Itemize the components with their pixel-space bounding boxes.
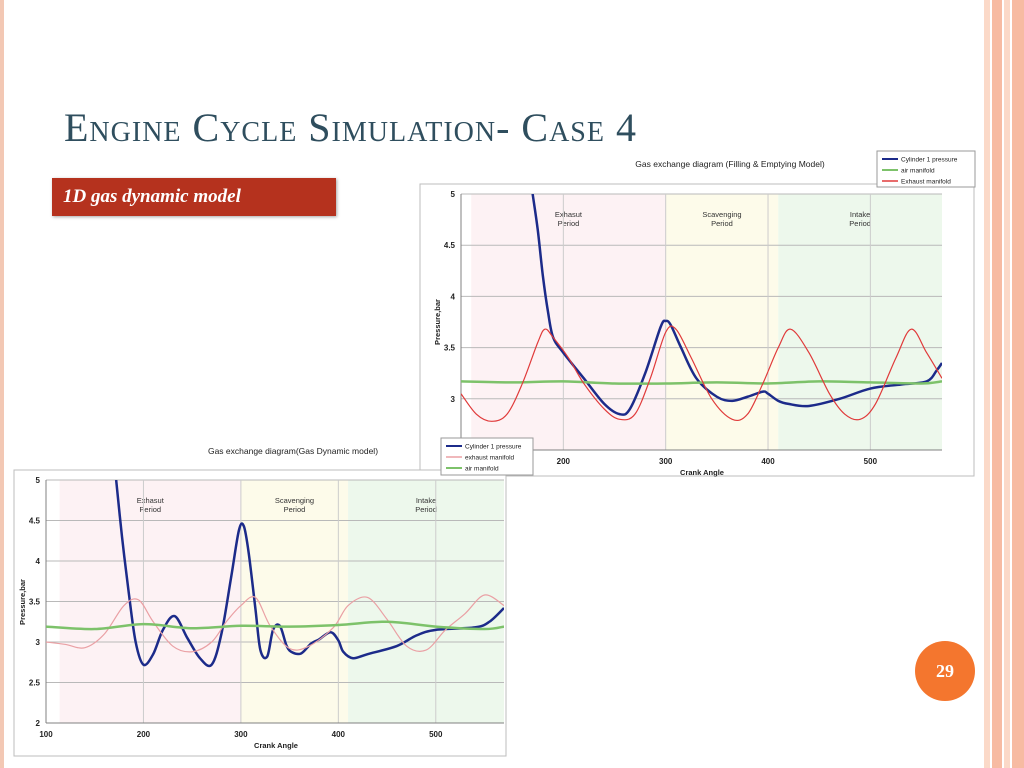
legend-label: air manifold [901,168,935,175]
x-tick-label: 400 [761,457,775,466]
y-axis-label: Pressure,bar [18,579,27,625]
period-label: Scavenging [702,210,741,219]
y-tick-label: 2.5 [29,679,41,688]
chart-title: Gas exchange diagram(Gas Dynamic model) [208,446,378,456]
series-line [46,620,504,631]
x-axis-label: Crank Angle [254,741,298,750]
period-label: Intake [416,496,436,505]
period-label: Period [558,219,580,228]
page-number-badge: 29 [915,641,975,701]
series-group [46,480,504,668]
page-number: 29 [936,661,954,681]
y-tick-label: 4 [36,557,41,566]
y-tick-label: 2 [36,719,41,728]
y-tick-label: 4.5 [444,241,456,250]
legend-label: exhaust manifold [465,455,515,462]
period-label: Period [415,505,437,514]
model-tag: 1D gas dynamic model [52,178,336,216]
series-line [461,380,942,385]
model-tag-label: 1D gas dynamic model [63,186,241,207]
x-tick-label: 200 [557,457,571,466]
x-tick-label: 400 [332,730,346,739]
y-tick-label: 3 [36,638,41,647]
chart-2: ExhasutPeriodScavengingPeriodIntakePerio… [13,437,534,757]
y-tick-label: 3 [451,395,456,404]
period-region [778,194,942,450]
y-tick-label: 4 [451,292,456,301]
period-label: Period [849,219,871,228]
period-label: Period [711,219,733,228]
y-tick-label: 5 [451,190,456,199]
period-region [665,194,779,450]
series-line [114,480,504,668]
series-line [461,325,942,422]
x-tick-label: 500 [864,457,878,466]
right-decorative-stripes [976,0,1024,768]
period-label: Scavenging [275,496,314,505]
legend-label: Cylinder 1 pressure [465,444,522,451]
legend-label: air manifold [465,466,499,473]
x-tick-label: 100 [39,730,53,739]
chart-legend: Cylinder 1 pressure exhaust manifold air m… [440,437,534,476]
period-label: Period [139,505,161,514]
x-tick-label: 300 [234,730,248,739]
x-tick-label: 200 [137,730,151,739]
period-label: Intake [850,210,870,219]
series-line [531,194,942,416]
series-line [46,594,504,653]
y-tick-label: 4.5 [29,517,41,526]
chart-1: ExhasutPeriodScavengingPeriodIntakePerio… [419,150,976,477]
left-border [0,0,4,768]
legend-label: Exhaust manifold [901,179,951,186]
x-tick-label: 300 [659,457,673,466]
period-label: Exhasut [137,496,165,505]
period-label: Period [284,505,306,514]
chart-legend: Cylinder 1 pressure air manifold Exhaust m… [876,150,976,188]
y-tick-label: 3.5 [444,344,456,353]
y-axis-label: Pressure,bar [433,299,442,345]
slide-title: Engine Cycle Simulation- Case 4 [64,105,637,150]
y-tick-label: 5 [36,476,41,485]
period-label: Exhasut [555,210,583,219]
x-tick-label: 500 [429,730,443,739]
period-region [471,194,666,450]
legend-label: Cylinder 1 pressure [901,157,958,164]
x-axis-label: Crank Angle [680,468,724,477]
y-tick-label: 3.5 [29,598,41,607]
chart-title: Gas exchange diagram (Filling & Emptying… [635,159,825,169]
series-group [461,194,942,422]
